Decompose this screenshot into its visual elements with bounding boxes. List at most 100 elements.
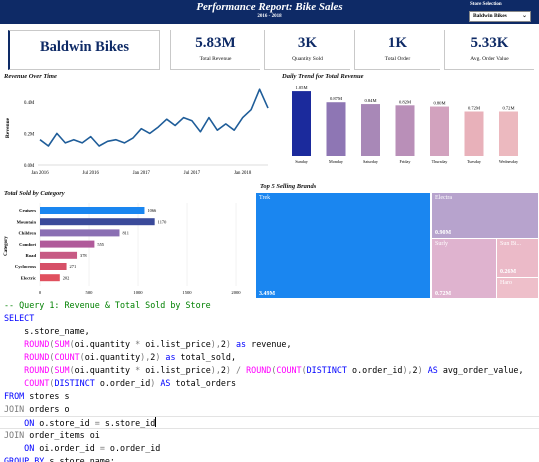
code-line-11[interactable]: JOIN order_items oi [4,430,100,440]
code-line-4[interactable]: ROUND(SUM(oi.quantity * oi.list_price),2… [24,339,292,349]
daily-bar-value: 0.80M [433,101,445,106]
top-selling-brands-treemap: Trek 3.49M Electra 0.90M Surly 0.72M Sun… [256,193,538,299]
avg-order-value-label: Avg. Order Value [470,56,509,62]
daily-bar[interactable] [430,106,449,156]
store-selection-label: Store Selection [470,2,502,7]
category-label: Comfort [19,242,36,247]
code-line-13[interactable]: GROUP BY s.store_name; [4,456,115,462]
avg-order-value-card: 5.33K Avg. Order Value [444,30,534,70]
y-tick-label: 0.4M [24,101,35,106]
daily-bar[interactable] [292,91,311,156]
code-line-3[interactable]: s.store_name, [4,326,90,336]
report-title: Performance Report: Bike Sales [196,1,343,13]
daily-bar[interactable] [395,105,415,156]
x-tick-label: 2000 [231,290,241,295]
category-label: Cruisers [19,208,36,213]
daily-trend-title: Daily Trend for Total Revenue [282,73,364,80]
code-line-7[interactable]: COUNT(DISTINCT o.order_id) AS total_orde… [24,378,236,388]
code-line-8[interactable]: FROM stores s [4,391,70,401]
day-label: Tuesday [467,159,482,164]
top-selling-brands-title: Top 5 Selling Brands [260,183,317,190]
code-line-6[interactable]: ROUND(SUM(oi.quantity * oi.list_price),2… [24,365,524,375]
store-selection-dropdown[interactable]: Baldwin Bikes ⌄ [469,11,531,22]
category-bar[interactable] [40,229,120,237]
daily-bar[interactable] [464,111,484,156]
avg-order-value-value: 5.33K [470,35,509,51]
category-bar-value: 1066 [147,208,157,213]
treemap-tile-name: Surly [435,241,449,247]
total-order-card: 1K Total Order [354,30,440,70]
total-sold-by-category-title: Total Sold by Category [4,190,65,197]
total-revenue-label: Total Revenue [199,56,232,62]
treemap-tile-trek[interactable]: Trek 3.49M [256,193,430,299]
quantity-sold-label: Quantity Sold [292,56,323,62]
treemap-tile-name: Sun Bi... [500,241,522,247]
x-tick-label: Jul 2016 [82,171,99,176]
category-label: Road [26,253,37,258]
day-label: Monday [329,159,344,164]
category-bar-value: 555 [97,242,104,247]
x-tick-label: Jan 2016 [31,171,49,176]
daily-bar[interactable] [326,102,346,156]
treemap-tile-name: Haro [500,280,512,286]
category-bar[interactable] [40,263,67,270]
treemap-tile-surly[interactable]: Surly 0.72M [432,239,496,299]
category-bar[interactable] [40,218,155,226]
x-tick-label: 0 [39,290,42,295]
treemap-tile-sun-bicycles[interactable]: Sun Bi... 0.26M [497,239,538,277]
code-line-1[interactable]: -- Query 1: Revenue & Total Sold by Stor… [4,300,211,310]
x-tick-label: 1000 [133,290,143,295]
store-name-card: Baldwin Bikes [8,30,160,70]
x-tick-label: Jan 2018 [234,171,252,176]
category-bar[interactable] [40,274,60,282]
store-name: Baldwin Bikes [39,39,130,55]
revenue-axis-label: Revenue [5,117,11,138]
daily-bar-value: 0.87M [330,96,342,101]
report-subtitle: 2016 - 2018 [257,14,282,19]
text-caret [155,417,157,427]
treemap-tile-value: 0.72M [435,291,452,297]
sql-editor[interactable]: -- Query 1: Revenue & Total Sold by Stor… [0,298,539,462]
code-line-10[interactable]: ON o.store_id = s.store_id [0,416,539,429]
code-line-12[interactable]: ON oi.order_id = o.order_id [24,443,161,453]
code-line-2[interactable]: SELECT [4,313,35,323]
category-bar-value: 202 [63,275,70,280]
store-selection-value: Baldwin Bikes [473,13,507,19]
category-bar[interactable] [40,251,78,259]
code-line-9[interactable]: JOIN orders o [4,404,70,414]
category-bar-value: 811 [122,231,128,236]
daily-bar-value: 0.72M [502,105,514,110]
x-tick-label: Jul 2017 [184,171,201,176]
total-revenue-card: 5.83M Total Revenue [170,30,260,70]
total-order-value: 1K [387,35,408,51]
category-bar[interactable] [40,240,95,248]
day-label: Wednesday [499,159,519,164]
quantity-sold-value: 3K [297,35,318,51]
daily-bar-value: 0.84M [364,98,376,103]
category-bar[interactable] [40,207,145,214]
revenue-over-time-chart: Revenue 0.0M 0.2M 0.4M Jan 2016 Jul 2016 Jan… [5,88,269,176]
total-sold-by-category-chart: Category 0 500 1000 1500 2000 Cruisers 1066 Mou… [4,203,241,295]
treemap-tile-value: 3.49M [259,291,276,297]
code-line-5[interactable]: ROUND(COUNT(oi.quantity),2) as total_sol… [24,352,237,362]
category-bar-value: 378 [80,253,87,258]
daily-bar[interactable] [499,111,518,156]
day-label: Friday [400,159,412,164]
daily-bar[interactable] [361,104,380,156]
total-revenue-value: 5.83M [195,35,236,51]
treemap-tile-value: 0.90M [435,230,452,236]
category-label: Electric [21,275,36,280]
revenue-over-time-title: Revenue Over Time [4,73,57,80]
category-label: Mountain [17,219,37,224]
revenue-series-line [39,88,269,147]
x-tick-label: 500 [86,290,94,295]
chevron-down-icon: ⌄ [521,13,527,19]
day-label: Thursday [432,159,449,164]
treemap-tile-name: Electra [435,195,452,201]
day-label: Sunday [295,159,308,164]
category-bar-value: 1170 [158,219,167,224]
y-tick-label: 0.0M [24,164,35,169]
treemap-tile-haro[interactable]: Haro [497,278,538,299]
treemap-tile-electra[interactable]: Electra 0.90M [432,193,538,238]
report-header: Performance Report: Bike Sales 2016 - 20… [0,0,539,24]
